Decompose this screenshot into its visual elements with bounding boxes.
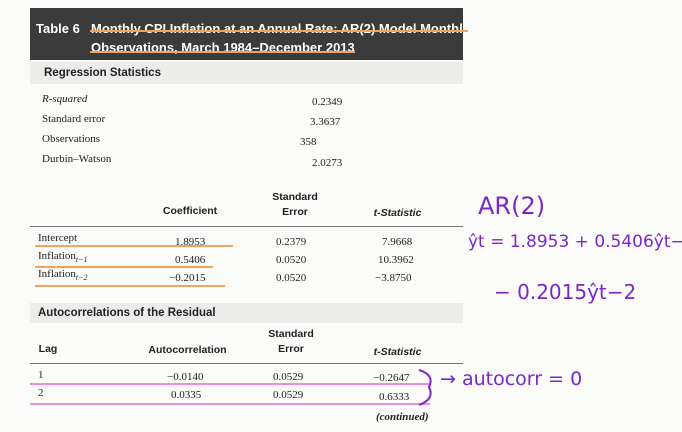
coef-row-label: Inflationt−1 bbox=[38, 250, 88, 264]
lag1-underline bbox=[30, 383, 430, 385]
autocorr-row-ac: −0.0140 bbox=[167, 371, 204, 383]
annotation-equation: ŷt = 1.8953 + 0.5406ŷt−1 bbox=[468, 232, 682, 252]
autocorr-header-ac: Autocorrelation bbox=[148, 344, 227, 356]
autocorr-row-se: 0.0529 bbox=[273, 371, 304, 383]
autocorr-header-se-2: Error bbox=[278, 343, 304, 355]
lag2-underline bbox=[30, 403, 430, 405]
coef-row-label: Inflationt−2 bbox=[38, 268, 88, 282]
coef-row-se: 0.0520 bbox=[276, 272, 307, 284]
autocorr-heading-band bbox=[30, 303, 463, 323]
regression-value: 0.2349 bbox=[312, 96, 343, 108]
annotation-autocorr: → autocorr = 0 bbox=[440, 368, 583, 390]
coef-header-se-1: Standard bbox=[272, 191, 318, 203]
inflation1-underline bbox=[35, 266, 213, 268]
coef-row-label: Intercept bbox=[38, 232, 78, 244]
coef-row-se: 0.0520 bbox=[276, 254, 307, 266]
coef-header-coefficient: Coefficient bbox=[162, 205, 218, 217]
autocorr-header-lag: Lag bbox=[38, 343, 58, 355]
coef-row-se: 0.2379 bbox=[276, 236, 307, 248]
regression-label: R-squared bbox=[42, 93, 88, 105]
regression-value: 358 bbox=[300, 136, 317, 148]
bracket-annotation bbox=[418, 369, 432, 406]
title-underline-1 bbox=[90, 30, 468, 32]
regression-value: 3.3637 bbox=[310, 116, 341, 128]
coef-row-label-text: Inflation bbox=[38, 250, 76, 262]
annotation-ar2: AR(2) bbox=[478, 192, 546, 220]
regression-heading: Regression Statistics bbox=[44, 67, 161, 79]
autocorr-heading: Autocorrelations of the Residual bbox=[38, 307, 216, 319]
table-title-line1: Monthly CPI Inflation at an Annual Rate:… bbox=[91, 21, 470, 36]
regression-heading-band bbox=[30, 62, 463, 84]
intercept-underline bbox=[35, 245, 233, 247]
autocorr-row-lag: 2 bbox=[38, 387, 44, 399]
inflation2-underline bbox=[35, 285, 225, 287]
coef-header-t: t-Statistic bbox=[373, 207, 422, 219]
regression-label: Observations bbox=[42, 133, 101, 145]
autocorr-row-t: −0.2647 bbox=[373, 372, 410, 384]
table-number: Table 6 bbox=[36, 21, 80, 36]
title-underline-2 bbox=[90, 51, 355, 53]
coef-row-label-text: Inflation bbox=[38, 268, 76, 280]
autocorr-header-se-1: Standard bbox=[268, 328, 314, 340]
continued-note: (continued) bbox=[376, 411, 429, 423]
coef-row-t: −3.8750 bbox=[375, 272, 412, 284]
autocorr-header-t: t-Statistic bbox=[373, 346, 422, 358]
autocorr-header-rule bbox=[30, 363, 463, 364]
regression-label: Standard error bbox=[42, 113, 106, 125]
coef-row-t: 10.3962 bbox=[378, 254, 414, 266]
autocorr-row-ac: 0.0335 bbox=[171, 389, 202, 401]
coef-row-label-sub: t−1 bbox=[75, 255, 88, 265]
autocorr-row-t: 0.6333 bbox=[379, 391, 410, 403]
coef-header-rule bbox=[30, 226, 463, 227]
annotation-equation-cont: − 0.2015ŷt−2 bbox=[494, 280, 637, 304]
coef-row-coef: 0.5406 bbox=[175, 254, 206, 266]
coef-row-label-sub: t−2 bbox=[75, 273, 88, 283]
regression-label: Durbin–Watson bbox=[42, 153, 112, 165]
coef-row-t: 7.9668 bbox=[382, 236, 413, 248]
regression-value: 2.0273 bbox=[312, 157, 343, 169]
coef-row-coef: −0.2015 bbox=[169, 272, 206, 284]
coef-header-se-2: Error bbox=[282, 206, 308, 218]
autocorr-row-lag: 1 bbox=[38, 369, 44, 381]
autocorr-row-se: 0.0529 bbox=[273, 389, 304, 401]
